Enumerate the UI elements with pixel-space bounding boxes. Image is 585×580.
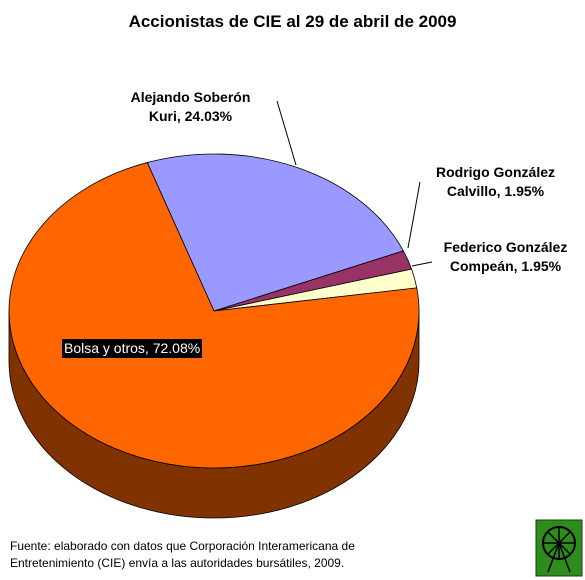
data-label: Bolsa y otros, 72.08% xyxy=(62,339,203,358)
data-label: Rodrigo González Calvillo, 1.95% xyxy=(436,164,555,199)
leader-line xyxy=(407,181,421,249)
leader-line xyxy=(276,100,297,166)
source-note: Fuente: elaborado con datos que Corporac… xyxy=(10,539,355,570)
pie-slice xyxy=(8,162,420,469)
chart-title: Accionistas de CIE al 29 de abril de 200… xyxy=(128,12,457,31)
logo xyxy=(535,519,583,577)
leader-line xyxy=(411,261,433,267)
data-label: Federico González Compeán, 1.95% xyxy=(443,239,568,274)
pie-slice xyxy=(146,153,404,312)
data-label: Alejando Soberón Kuri, 24.03% xyxy=(130,89,251,124)
